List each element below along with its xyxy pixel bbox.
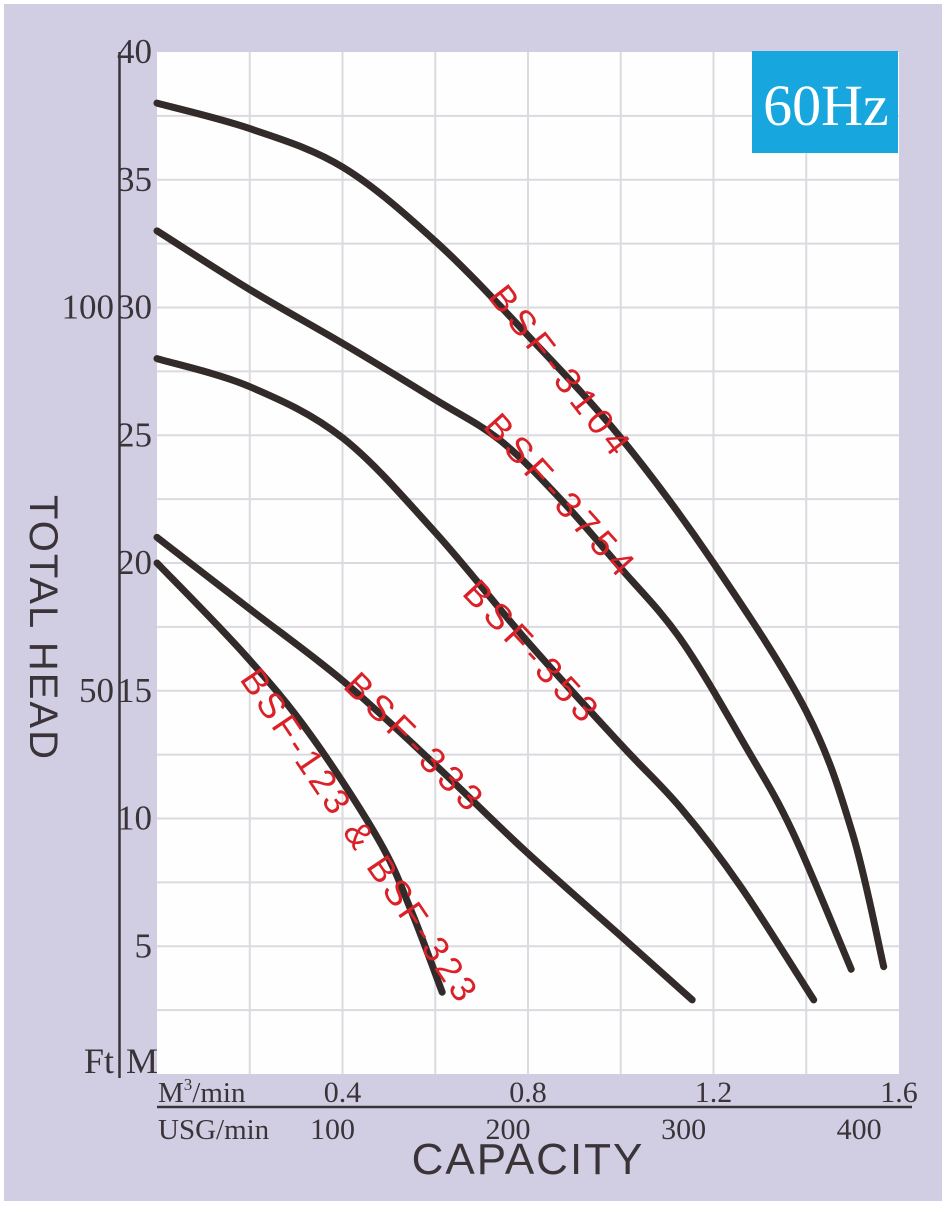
m3min-unit-superscript: 3 xyxy=(184,1075,193,1094)
usgmin-tick-labels: 100 200 300 400 xyxy=(310,1113,882,1146)
curve-bsf-123-bsf-323 xyxy=(153,559,446,996)
frequency-badge-label: 60Hz xyxy=(763,73,889,138)
usgmin-unit-label: USG/min xyxy=(158,1114,270,1146)
usgmin-tick-100: 100 xyxy=(310,1113,355,1146)
m3min-tick-1.2: 1.2 xyxy=(695,1076,733,1109)
ft-tick-50: 50 xyxy=(79,671,114,710)
curve-bsf-333 xyxy=(153,533,696,1004)
curve-bsf-3754 xyxy=(153,227,855,973)
pump-curves xyxy=(153,99,888,1004)
usgmin-tick-300: 300 xyxy=(661,1113,706,1146)
gridlines xyxy=(157,52,899,1074)
m3min-tick-0.4: 0.4 xyxy=(324,1076,362,1109)
frequency-badge: 60Hz xyxy=(752,51,898,153)
ft-unit-label: Ft xyxy=(84,1041,114,1081)
frequency-badge-box xyxy=(752,51,898,153)
ft-tick-100: 100 xyxy=(62,288,115,327)
m3min-tick-1.6: 1.6 xyxy=(880,1076,918,1109)
m-tick-25: 25 xyxy=(117,415,152,454)
m3min-tick-0.8: 0.8 xyxy=(509,1076,547,1109)
m-tick-5: 5 xyxy=(135,926,153,965)
m3min-unit-base: M xyxy=(158,1077,184,1109)
m3min-unit-suffix: /min xyxy=(192,1077,246,1109)
m-tick-15: 15 xyxy=(117,671,152,710)
usgmin-tick-200: 200 xyxy=(486,1113,531,1146)
m-unit-label: M xyxy=(126,1041,158,1081)
y-axis-title: TOTAL HEAD xyxy=(21,495,65,761)
m3min-unit-label: M3/min xyxy=(158,1075,246,1109)
m-tick-30: 30 xyxy=(117,288,152,327)
m-tick-35: 35 xyxy=(117,160,152,199)
m-tick-40: 40 xyxy=(117,32,152,71)
m-tick-labels: 40 35 30 25 20 15 10 5 xyxy=(117,32,152,965)
m-tick-10: 10 xyxy=(117,799,152,838)
x-axis-title: CAPACITY xyxy=(412,1135,645,1184)
curve-bsf-3104 xyxy=(153,99,888,971)
ft-tick-labels: 100 50 xyxy=(62,288,115,710)
usgmin-tick-400: 400 xyxy=(837,1113,882,1146)
curve-bsf-353 xyxy=(153,355,818,1004)
m3min-tick-labels: 0.4 0.8 1.2 1.6 xyxy=(324,1076,918,1109)
m-tick-20: 20 xyxy=(117,543,152,582)
